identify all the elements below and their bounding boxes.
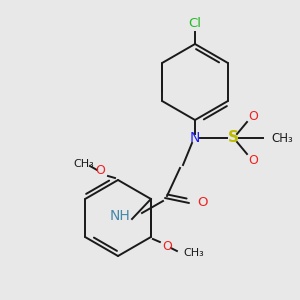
Text: CH₃: CH₃	[271, 131, 293, 145]
Text: O: O	[248, 110, 258, 122]
Text: CH₃: CH₃	[183, 248, 204, 258]
Text: S: S	[227, 130, 239, 146]
Text: O: O	[248, 154, 258, 166]
Text: Cl: Cl	[188, 17, 202, 30]
Text: NH: NH	[109, 209, 130, 223]
Text: O: O	[162, 241, 172, 254]
Text: O: O	[95, 164, 105, 176]
Text: N: N	[190, 131, 200, 145]
Text: O: O	[197, 196, 208, 209]
Text: CH₃: CH₃	[74, 159, 94, 169]
